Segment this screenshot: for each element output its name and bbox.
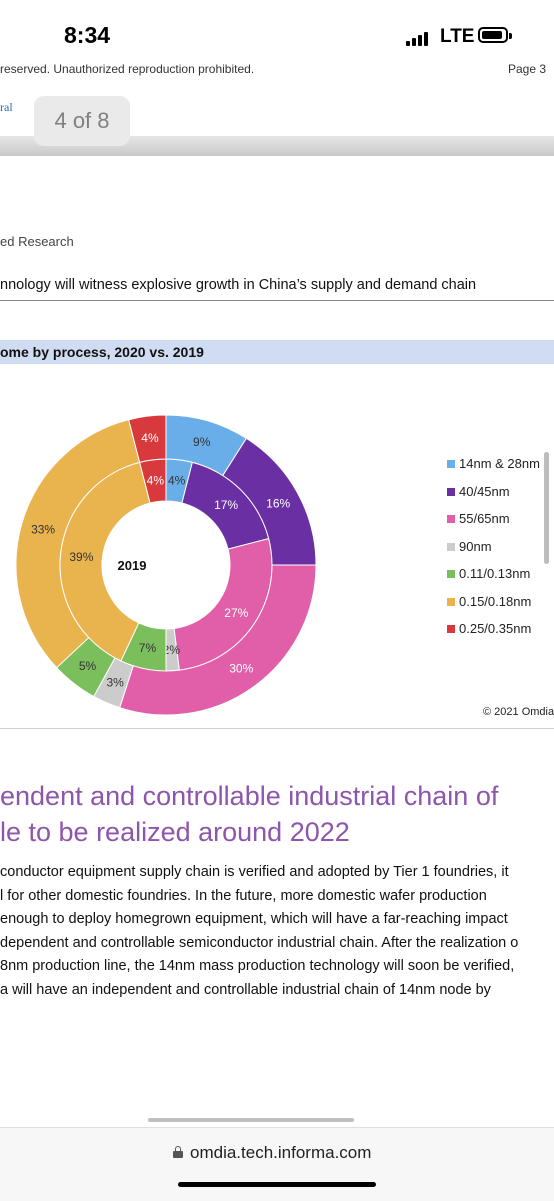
donut-chart: 4% 17% 27% 2% 7% 39% 4% 9% 16% 30% 3% 5% 33% 4% 2019 (15, 414, 317, 716)
legend-label: 14nm & 28nm (459, 456, 540, 471)
donut-label-inner-0: 4% (168, 474, 186, 488)
legend-label: 0.15/0.18nm (459, 593, 532, 609)
body-line: conductor equipment supply chain is veri… (0, 864, 509, 880)
legend-label: 90nm (459, 538, 492, 554)
legend-label: 55/65nm (459, 511, 510, 526)
lock-icon (173, 1146, 183, 1158)
donut-label-inner-5: 39% (69, 550, 93, 564)
legend-swatch (447, 460, 455, 468)
body-line: a will have an independent and controlla… (0, 981, 491, 998)
donut-label-outer-0: 9% (193, 435, 211, 449)
figure-title-bar (0, 340, 554, 364)
legend-label: 0.11/0.13nm (459, 566, 531, 581)
legend-label: 40/45nm (459, 483, 510, 499)
headline-rule (0, 300, 554, 301)
status-time: 8:34 (64, 22, 111, 48)
report-headline: nnology will witness explosive growth in… (0, 277, 477, 293)
section-heading-line: le to be realized around 2022 (0, 817, 350, 847)
legend-scrollbar[interactable] (544, 452, 549, 564)
donut-label-outer-1: 16% (266, 496, 290, 510)
body-line: 8nm production line, the 14nm mass produ… (0, 958, 515, 974)
donut-hole (102, 501, 230, 629)
page-divider (0, 136, 554, 156)
battery-icon (478, 27, 512, 43)
figure-title: ome by process, 2020 vs. 2019 (0, 344, 204, 360)
header-link[interactable]: ral (0, 100, 13, 114)
legend-swatch (447, 570, 455, 578)
body-line: enough to deploy homegrown equipment, wh… (0, 911, 508, 927)
network-type: LTE (440, 26, 475, 47)
donut-label-inner-1: 17% (214, 498, 238, 512)
donut-label-outer-3: 3% (106, 675, 124, 689)
signal-strength-icon (406, 30, 436, 46)
chart-rule (0, 728, 554, 729)
donut-label-inner-3: 2% (163, 643, 181, 657)
chart-copyright: © 2021 Omdia (483, 706, 554, 718)
page-indicator: 4 of 8 (34, 96, 130, 146)
donut-label-outer-2: 30% (229, 662, 253, 676)
page-number: Page 3 (508, 62, 547, 76)
body-line: dependent and controllable semiconductor… (0, 934, 519, 951)
body-paragraph: conductor equipment supply chain is veri… (0, 861, 518, 1002)
home-indicator[interactable] (178, 1182, 376, 1187)
section-heading-line: endent and controllable industrial chain… (0, 781, 499, 811)
legend-swatch (447, 487, 455, 496)
url-text[interactable]: omdia.tech.informa.com (190, 1143, 372, 1162)
section-heading: endent and controllable industrial chain… (0, 778, 498, 850)
legend-label: 0.25/0.35nm (459, 621, 532, 636)
donut-slice-outer-5 (15, 419, 141, 669)
donut-slice-outer-6 (128, 414, 167, 463)
body-line: l for other domestic foundries. In the f… (0, 887, 487, 904)
legend-swatch (447, 542, 455, 551)
report-source: ed Research (0, 234, 74, 249)
legend-swatch (447, 515, 455, 523)
scroll-indicator (148, 1118, 354, 1122)
donut-label-inner-6: 4% (147, 474, 165, 488)
status-bar: 8:34 LTE (0, 0, 554, 68)
donut-center-label: 2019 (118, 558, 147, 573)
browser-url-bar[interactable] (0, 1127, 554, 1201)
donut-label-inner-4: 7% (139, 641, 157, 655)
legend-swatch (447, 597, 455, 606)
donut-label-outer-6: 4% (141, 431, 159, 445)
document-header-text: reserved. Unauthorized reproduction proh… (0, 62, 255, 76)
donut-label-outer-4: 5% (79, 659, 97, 673)
donut-label-outer-5: 33% (31, 522, 55, 536)
legend-swatch (447, 625, 455, 633)
donut-label-inner-2: 27% (224, 606, 248, 620)
